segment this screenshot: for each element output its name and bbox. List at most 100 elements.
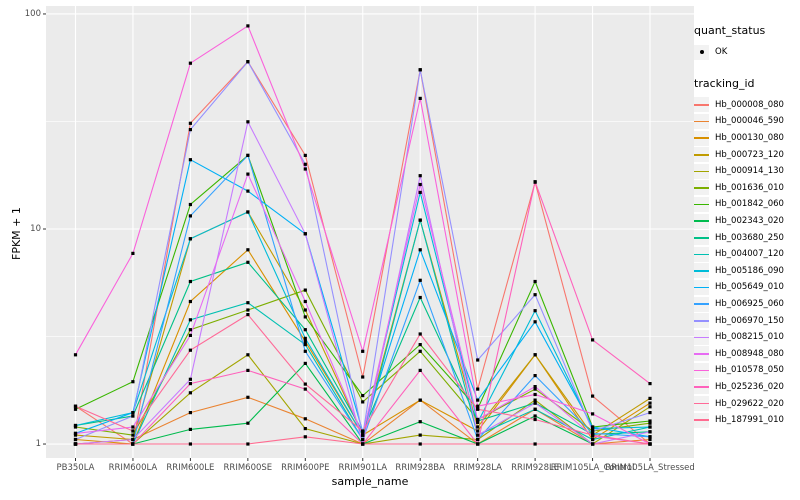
data-point <box>533 180 537 184</box>
data-point <box>418 433 422 437</box>
data-point <box>303 417 307 421</box>
data-point <box>476 420 480 424</box>
legend-key-swatch <box>694 362 709 378</box>
legend-entry-Hb_187991_010: Hb_187991_010 <box>694 412 798 429</box>
data-point <box>418 190 422 194</box>
legend-line-icon <box>694 153 709 156</box>
legend-entry-Hb_002343_020: Hb_002343_020 <box>694 213 798 230</box>
data-point <box>303 232 307 236</box>
data-point <box>246 353 250 357</box>
data-point <box>533 387 537 391</box>
x-tick-label-RRIM105LA_Control: RRIM105LA_Control <box>550 463 635 473</box>
data-point <box>533 392 537 397</box>
legend-entry-Hb_008948_080: Hb_008948_080 <box>694 346 798 363</box>
data-point <box>246 189 250 193</box>
x-tick-label-RRIM600LA: RRIM600LA <box>108 463 158 473</box>
legend-entry-label: Hb_003680_250 <box>715 232 784 243</box>
data-point <box>303 435 307 439</box>
legend-key-swatch <box>694 346 709 362</box>
data-point <box>188 391 192 395</box>
data-point <box>303 299 307 304</box>
black-point-icon <box>699 50 704 55</box>
x-tick-label-RRIM600PE: RRIM600PE <box>281 463 330 473</box>
data-point <box>648 411 652 415</box>
legend-line-icon <box>694 120 709 123</box>
data-point <box>476 437 480 442</box>
legend-entry-label: Hb_005649_010 <box>715 282 784 293</box>
data-point <box>188 299 192 304</box>
legend-line-icon <box>694 170 709 173</box>
data-point <box>188 328 192 332</box>
data-point <box>476 433 480 437</box>
data-point <box>73 423 78 428</box>
legend-entry-label: Hb_001842_060 <box>715 199 784 210</box>
data-point <box>131 437 135 442</box>
y-tick-label-100: 100 <box>24 8 41 19</box>
data-point <box>188 333 192 337</box>
data-point <box>131 429 135 433</box>
legend-key-swatch <box>694 113 709 129</box>
quant-status-legend: quant_status OK <box>694 24 798 61</box>
legend-entry-label: Hb_187991_010 <box>715 415 784 426</box>
data-point <box>246 442 250 446</box>
data-point <box>131 433 135 437</box>
data-point <box>303 387 307 391</box>
panel-background <box>46 6 694 458</box>
legend-key-swatch <box>694 379 709 395</box>
legend-entry-Hb_000046_590: Hb_000046_590 <box>694 113 798 130</box>
data-point <box>476 398 480 402</box>
data-point <box>303 361 307 365</box>
legend-key-swatch <box>694 163 709 179</box>
data-point <box>188 121 192 125</box>
tracking-id-entries: Hb_000008_080 Hb_000046_590 Hb_000130_080 H… <box>694 97 798 429</box>
legend-entry-label: Hb_008948_080 <box>715 348 784 359</box>
x-tick-label-RRIM928BA: RRIM928BA <box>395 463 445 473</box>
data-point <box>73 431 78 435</box>
data-point <box>361 349 365 353</box>
legend-key-swatch <box>694 246 709 262</box>
data-point <box>648 442 652 446</box>
data-point <box>648 419 652 423</box>
data-point <box>246 301 250 305</box>
legend-key-swatch <box>694 296 709 312</box>
data-point <box>303 308 307 312</box>
data-point <box>303 315 307 319</box>
legend-line-icon <box>694 402 709 405</box>
data-point <box>476 425 480 429</box>
data-point <box>418 174 422 178</box>
legend-entry-label: Hb_010578_050 <box>715 365 784 376</box>
quant-status-key <box>694 44 709 60</box>
legend-key-swatch <box>694 396 709 412</box>
data-point <box>591 425 595 429</box>
data-point <box>246 368 250 372</box>
legend-entry-Hb_000723_120: Hb_000723_120 <box>694 146 798 163</box>
data-point <box>418 398 422 402</box>
data-point <box>648 437 652 442</box>
data-point <box>533 407 537 411</box>
legend-line-icon <box>694 419 709 422</box>
data-point <box>361 437 365 442</box>
data-point <box>591 394 595 398</box>
data-point <box>418 343 422 347</box>
data-point <box>533 417 537 422</box>
data-point <box>188 214 192 218</box>
x-tick-label-RRIM928LA: RRIM928LA <box>453 463 502 473</box>
data-point <box>188 61 192 65</box>
data-point <box>476 404 480 408</box>
x-tick-label-RRIM901LA: RRIM901LA <box>338 463 388 473</box>
data-point <box>303 328 307 332</box>
data-point <box>188 442 192 446</box>
legend-entry-label: Hb_008215_010 <box>715 332 784 343</box>
data-point <box>591 412 595 416</box>
legend-key-swatch <box>694 180 709 196</box>
legend-entry-label: Hb_006970_150 <box>715 315 784 326</box>
legend-entry-label: Hb_000046_590 <box>715 116 784 127</box>
data-point <box>591 338 595 342</box>
data-point <box>246 210 250 214</box>
data-point <box>188 411 192 415</box>
legend-line-icon <box>694 203 709 206</box>
data-point <box>188 348 192 352</box>
tracking-id-legend: tracking_id Hb_000008_080 Hb_000046_590 Hb… <box>694 77 798 429</box>
data-point <box>533 385 537 389</box>
